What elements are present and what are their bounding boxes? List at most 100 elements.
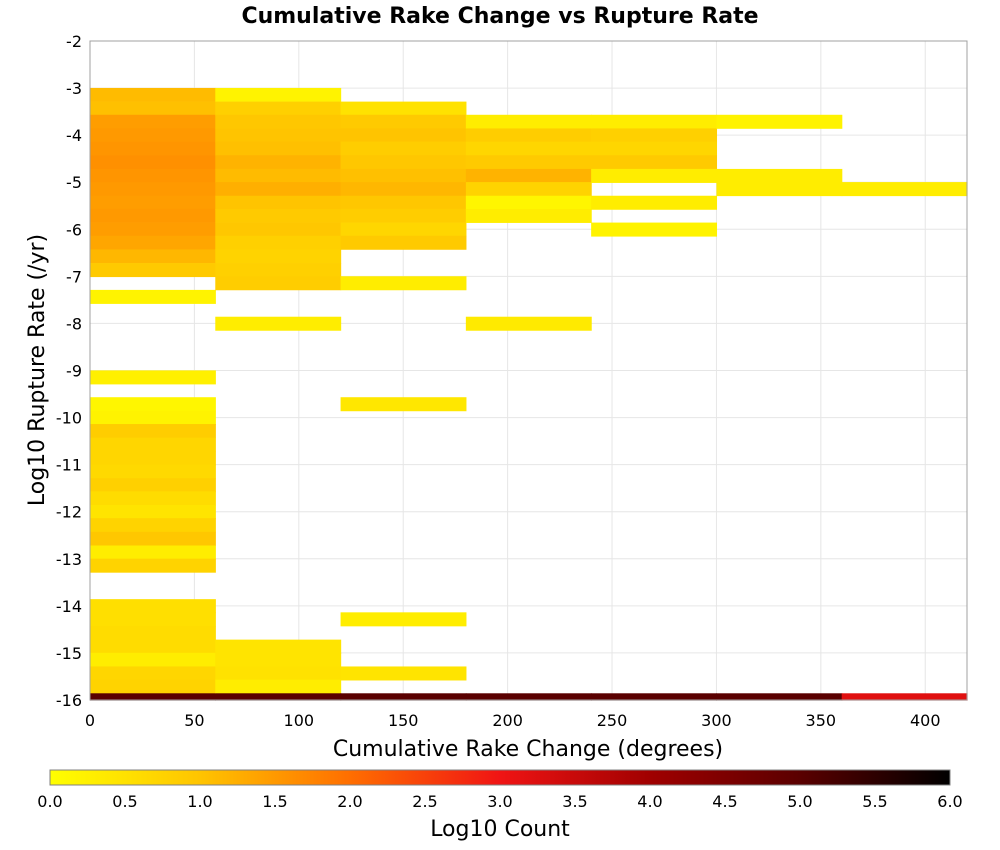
heatmap-cell xyxy=(90,679,216,694)
heatmap-cell xyxy=(90,558,216,573)
heatmap-cell xyxy=(90,155,216,170)
heatmap-cell xyxy=(716,168,843,183)
heatmap-cell xyxy=(340,397,467,412)
heatmap-cells xyxy=(90,87,968,701)
colorbar-tick-label: 4.5 xyxy=(712,792,737,811)
heatmap-cell xyxy=(215,182,342,197)
heatmap-cell xyxy=(90,101,216,116)
y-tick-label: -3 xyxy=(66,79,82,98)
heatmap-cell xyxy=(340,168,467,183)
heatmap-cell xyxy=(215,276,342,291)
heatmap-cell xyxy=(716,114,843,129)
heatmap-cell xyxy=(90,652,216,667)
colorbar-ticks: 0.0 0.5 1.0 1.5 2.0 2.5 3.0 3.5 4.0 4.5 5.0 5.5 6.0 xyxy=(37,792,962,811)
heatmap-cell xyxy=(591,168,718,183)
colorbar-tick-label: 2.5 xyxy=(412,792,437,811)
x-tick-label: 200 xyxy=(492,711,523,730)
colorbar-tick-label: 0.5 xyxy=(112,792,137,811)
x-tick-label: 150 xyxy=(388,711,419,730)
heatmap-cell xyxy=(591,195,718,210)
y-tick-label: -8 xyxy=(66,314,82,333)
colorbar-tick-label: 3.0 xyxy=(487,792,512,811)
heatmap-cell xyxy=(90,464,216,479)
y-tick-label: -11 xyxy=(56,456,82,475)
y-tick-label: -15 xyxy=(56,644,82,663)
x-tick-label: 350 xyxy=(806,711,837,730)
heatmap-cell xyxy=(90,114,216,129)
heatmap-cell xyxy=(215,155,342,170)
heatmap-cell xyxy=(90,410,216,425)
heatmap-cell xyxy=(716,182,843,197)
y-axis-label: Log10 Rupture Rate (/yr) xyxy=(25,234,50,506)
heatmap-cell xyxy=(591,222,718,237)
heatmap-cell xyxy=(215,195,342,210)
heatmap-cell xyxy=(215,114,342,129)
heatmap-cell xyxy=(215,235,342,250)
heatmap-cell xyxy=(215,679,342,694)
y-tick-label: -16 xyxy=(56,691,82,710)
heatmap-cell xyxy=(340,208,467,223)
heatmap-cell xyxy=(90,182,216,197)
heatmap-cell xyxy=(340,235,467,250)
colorbar-tick-label: 4.0 xyxy=(637,792,662,811)
heatmap-cell xyxy=(90,195,216,210)
colorbar-tick-label: 5.5 xyxy=(862,792,887,811)
heatmap-cell xyxy=(841,693,968,701)
y-tick-label: -5 xyxy=(66,173,82,192)
heatmap-cell xyxy=(90,87,216,102)
heatmap-cell xyxy=(340,101,467,116)
heatmap-cell xyxy=(340,612,467,627)
y-tick-label: -14 xyxy=(56,597,82,616)
heatmap-cell xyxy=(841,182,968,197)
heatmap-cell xyxy=(215,652,342,667)
heatmap-cell xyxy=(90,168,216,183)
heatmap-cell xyxy=(90,263,216,278)
heatmap-cell xyxy=(215,316,342,331)
y-tick-label: -7 xyxy=(66,267,82,286)
heatmap-cell xyxy=(465,182,592,197)
x-tick-label: 50 xyxy=(184,711,204,730)
heatmap-cell xyxy=(90,249,216,264)
x-axis-label: Cumulative Rake Change (degrees) xyxy=(333,737,723,762)
x-tick-label: 400 xyxy=(910,711,941,730)
colorbar xyxy=(49,769,951,786)
heatmap-cell xyxy=(90,612,216,627)
heatmap-cell xyxy=(90,289,216,304)
heatmap-cell xyxy=(215,101,342,116)
heatmap-cell xyxy=(591,114,718,129)
heatmap-cell xyxy=(215,208,342,223)
heatmap-cell xyxy=(591,693,718,701)
heatmap-cell xyxy=(215,263,342,278)
heatmap-cell xyxy=(215,666,342,681)
heatmap-cell xyxy=(465,195,592,210)
x-tick-label: 100 xyxy=(284,711,315,730)
colorbar-tick-label: 2.0 xyxy=(337,792,362,811)
heatmap-cell xyxy=(215,693,342,701)
heatmap-cell xyxy=(90,478,216,493)
y-tick-label: -2 xyxy=(66,32,82,51)
heatmap-cell xyxy=(215,141,342,156)
heatmap-cell xyxy=(90,235,216,250)
y-tick-label: -13 xyxy=(56,550,82,569)
colorbar-tick-label: 0.0 xyxy=(37,792,62,811)
heatmap-cell xyxy=(465,114,592,129)
heatmap-cell xyxy=(340,666,467,681)
heatmap-cell xyxy=(340,693,467,701)
heatmap-cell xyxy=(215,639,342,654)
heatmap-cell xyxy=(465,155,592,170)
heatmap-cell xyxy=(90,437,216,452)
plot-area-border xyxy=(89,40,968,701)
x-tick-label: 250 xyxy=(597,711,628,730)
heatmap-cell xyxy=(90,505,216,520)
heatmap-cell xyxy=(215,168,342,183)
heatmap-cell xyxy=(340,128,467,143)
heatmap-cell xyxy=(465,168,592,183)
colorbar-tick-label: 1.5 xyxy=(262,792,287,811)
heatmap-cell xyxy=(716,693,843,701)
colorbar-label: Log10 Count xyxy=(430,817,570,842)
heatmap-cell xyxy=(215,222,342,237)
heatmap-cell xyxy=(340,114,467,129)
heatmap-cell xyxy=(340,195,467,210)
x-axis-ticks: 0 50 100 150 200 250 300 350 400 xyxy=(85,711,941,730)
